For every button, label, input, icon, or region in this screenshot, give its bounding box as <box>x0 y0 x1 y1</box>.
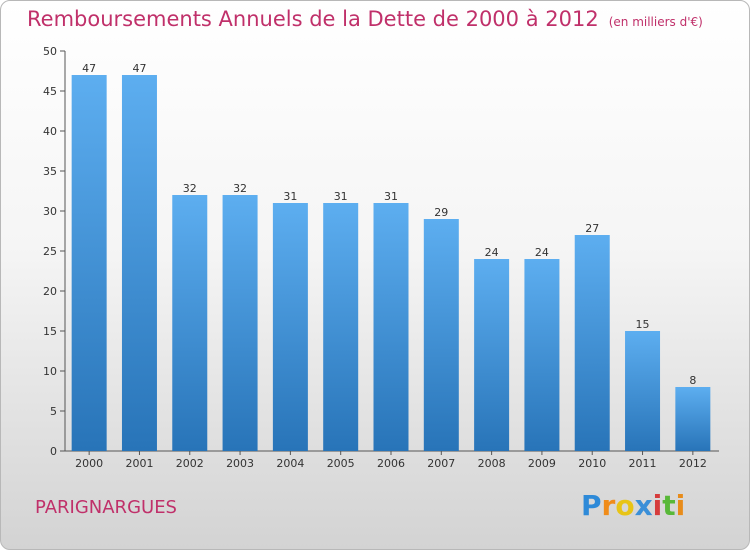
bar-value-label: 32 <box>233 182 247 195</box>
x-tick-label: 2004 <box>276 457 304 470</box>
y-tick-label: 5 <box>50 405 57 418</box>
place-name: PARIGNARGUES <box>35 497 177 518</box>
bar-value-label: 8 <box>689 374 696 387</box>
x-tick-label: 2010 <box>578 457 606 470</box>
y-tick-label: 30 <box>43 205 57 218</box>
labels: 2000 47 2001 47 2002 32 2003 32 2004 31 2005 31 2006… <box>75 62 707 470</box>
bar <box>574 235 610 451</box>
x-tick-label: 2002 <box>176 457 204 470</box>
bars <box>71 75 711 451</box>
x-tick-label: 2012 <box>679 457 707 470</box>
chart-title: Remboursements Annuels de la Dette de 20… <box>27 7 703 31</box>
y-tick-label: 20 <box>43 285 57 298</box>
y-tick-label: 50 <box>43 45 57 58</box>
logo-letter: t <box>662 489 676 522</box>
bar <box>172 195 208 451</box>
chart-subtitle: (en milliers d'€) <box>608 15 703 29</box>
logo-letter: i <box>675 489 686 522</box>
bar <box>222 195 258 451</box>
y-tick-label: 10 <box>43 365 57 378</box>
y-tick-label: 0 <box>50 445 57 458</box>
logo-letter: r <box>601 489 616 522</box>
x-tick-label: 2011 <box>629 457 657 470</box>
bar-value-label: 32 <box>183 182 197 195</box>
bar-value-label: 24 <box>485 246 499 259</box>
bar <box>625 331 661 451</box>
proxiti-logo: Proxiti <box>581 489 685 522</box>
bar-value-label: 24 <box>535 246 549 259</box>
bar-value-label: 31 <box>334 190 348 203</box>
x-tick-label: 2006 <box>377 457 405 470</box>
bar-value-label: 27 <box>585 222 599 235</box>
x-tick-label: 2000 <box>75 457 103 470</box>
y-tick-label: 15 <box>43 325 57 338</box>
y-tick-label: 25 <box>43 245 57 258</box>
bar <box>323 203 359 451</box>
y-tick-label: 40 <box>43 125 57 138</box>
bar-value-label: 47 <box>82 62 96 75</box>
x-tick-label: 2001 <box>125 457 153 470</box>
bar-value-label: 29 <box>434 206 448 219</box>
bar <box>474 259 510 451</box>
bar-value-label: 31 <box>384 190 398 203</box>
bar-value-label: 31 <box>283 190 297 203</box>
y-tick-label: 35 <box>43 165 57 178</box>
logo-letter: x <box>634 489 653 522</box>
logo-letter: P <box>581 489 602 522</box>
bar <box>272 203 308 451</box>
logo-letter: i <box>652 489 663 522</box>
logo-letter: o <box>615 489 635 522</box>
chart-title-text: Remboursements Annuels de la Dette de 20… <box>27 7 599 31</box>
x-tick-label: 2007 <box>427 457 455 470</box>
bar <box>423 219 459 451</box>
bar <box>373 203 409 451</box>
bar <box>524 259 560 451</box>
bar <box>121 75 157 451</box>
bar <box>675 387 711 451</box>
bar-value-label: 15 <box>636 318 650 331</box>
x-tick-label: 2005 <box>327 457 355 470</box>
bar <box>71 75 107 451</box>
x-tick-label: 2009 <box>528 457 556 470</box>
x-tick-label: 2008 <box>478 457 506 470</box>
bar-value-label: 47 <box>132 62 146 75</box>
y-tick-label: 45 <box>43 85 57 98</box>
x-tick-label: 2003 <box>226 457 254 470</box>
